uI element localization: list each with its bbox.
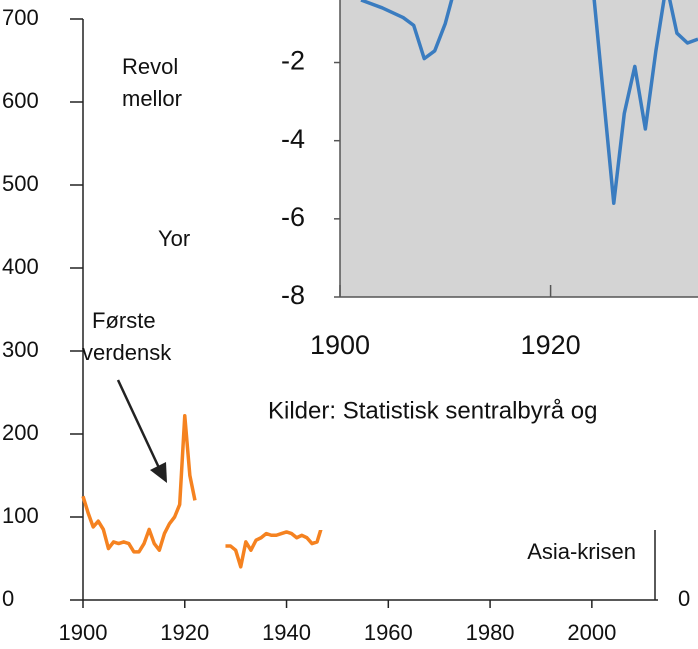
arrow-shaft [116, 379, 162, 471]
y-tick-label: 100 [2, 503, 39, 528]
y-tick-label: 600 [2, 88, 39, 113]
annotation: Asia-krisen [527, 539, 636, 564]
data-line [360, 0, 698, 205]
x-tick-label: 1940 [262, 620, 311, 645]
x-tick-label: 1900 [310, 330, 370, 360]
y-tick-label: -6 [281, 202, 305, 232]
x-tick-label: 1920 [521, 330, 581, 360]
y-tick-label: -4 [281, 124, 305, 154]
x-tick-label: 1960 [364, 620, 413, 645]
annotation: Første [92, 308, 156, 333]
arrow-head [150, 462, 167, 483]
annotation: mellor [122, 86, 182, 111]
y-tick-label: 500 [2, 171, 39, 196]
y-tick-label: 300 [2, 337, 39, 362]
x-tick-label: 1980 [466, 620, 515, 645]
plot-area [340, 0, 698, 297]
annotation: Yor [158, 226, 190, 251]
x-tick-label: 2000 [567, 620, 616, 645]
y-tick-label: 0 [2, 586, 14, 611]
y-tick-label: 700 [2, 5, 39, 30]
front-chart: -8 -6 -4 -2 1900 1920 Kilder: Statistisk sentr… [200, 0, 698, 530]
y-tick-label: 200 [2, 420, 39, 445]
annotation: 0 [678, 586, 690, 611]
x-tick-label: 1920 [160, 620, 209, 645]
y-tick-label: -8 [281, 280, 305, 310]
annotation: Revol [122, 54, 178, 79]
caption: Kilder: Statistisk sentralbyrå og [268, 397, 597, 424]
annotation: verdensk [82, 340, 172, 365]
y-tick-label: -2 [281, 46, 305, 76]
back-chart: 0 100 200 300 400 500 600 700 1900 1920 1940 1960 19… [2, 5, 690, 645]
y-tick-label: 400 [2, 254, 39, 279]
x-tick-label: 1900 [59, 620, 108, 645]
